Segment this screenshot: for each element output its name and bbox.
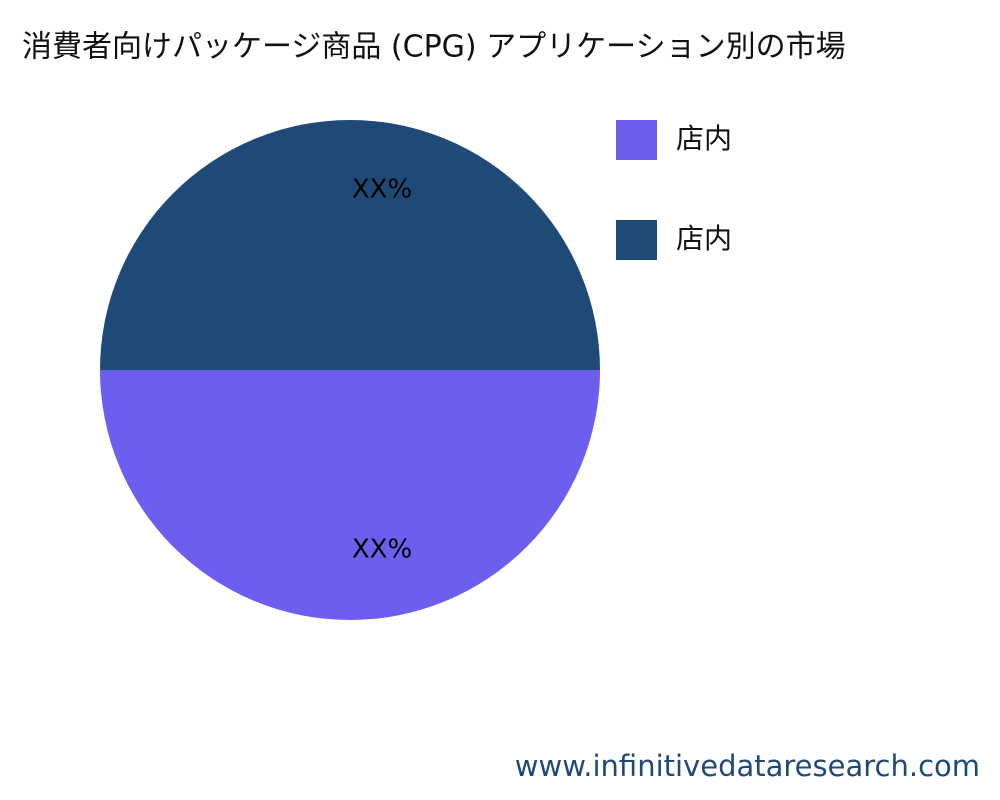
pie-slice xyxy=(100,370,600,620)
footer-url: www.infinitivedataresearch.com xyxy=(515,749,980,783)
legend-swatch xyxy=(616,120,657,160)
value-label: XX% xyxy=(352,535,412,565)
pie-slice xyxy=(100,120,600,370)
chart-title: 消費者向けパッケージ商品 (CPG) アプリケーション別の市場 xyxy=(22,30,846,65)
legend-label: 店内 xyxy=(676,222,732,255)
legend-label: 店内 xyxy=(676,122,732,155)
legend-swatch xyxy=(616,220,657,260)
value-label: XX% xyxy=(352,175,412,205)
